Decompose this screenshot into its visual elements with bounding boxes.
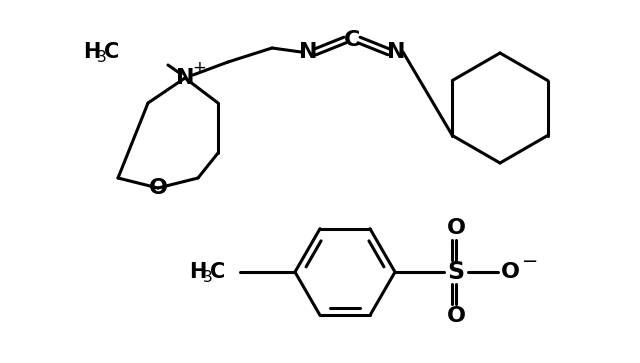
Text: 3: 3	[97, 50, 107, 65]
Text: N: N	[299, 42, 317, 62]
Text: +: +	[192, 59, 206, 77]
Text: O: O	[447, 306, 465, 326]
Text: C: C	[344, 30, 360, 50]
Text: O: O	[500, 262, 520, 282]
Text: N: N	[387, 42, 405, 62]
Text: −: −	[522, 253, 538, 272]
Text: 3: 3	[203, 270, 213, 286]
Text: C: C	[211, 262, 226, 282]
Text: C: C	[104, 42, 120, 62]
Text: H: H	[189, 262, 207, 282]
Text: H: H	[83, 42, 100, 62]
Text: O: O	[447, 218, 465, 238]
Text: O: O	[148, 178, 168, 198]
Text: N: N	[176, 68, 195, 88]
Text: S: S	[447, 260, 465, 284]
